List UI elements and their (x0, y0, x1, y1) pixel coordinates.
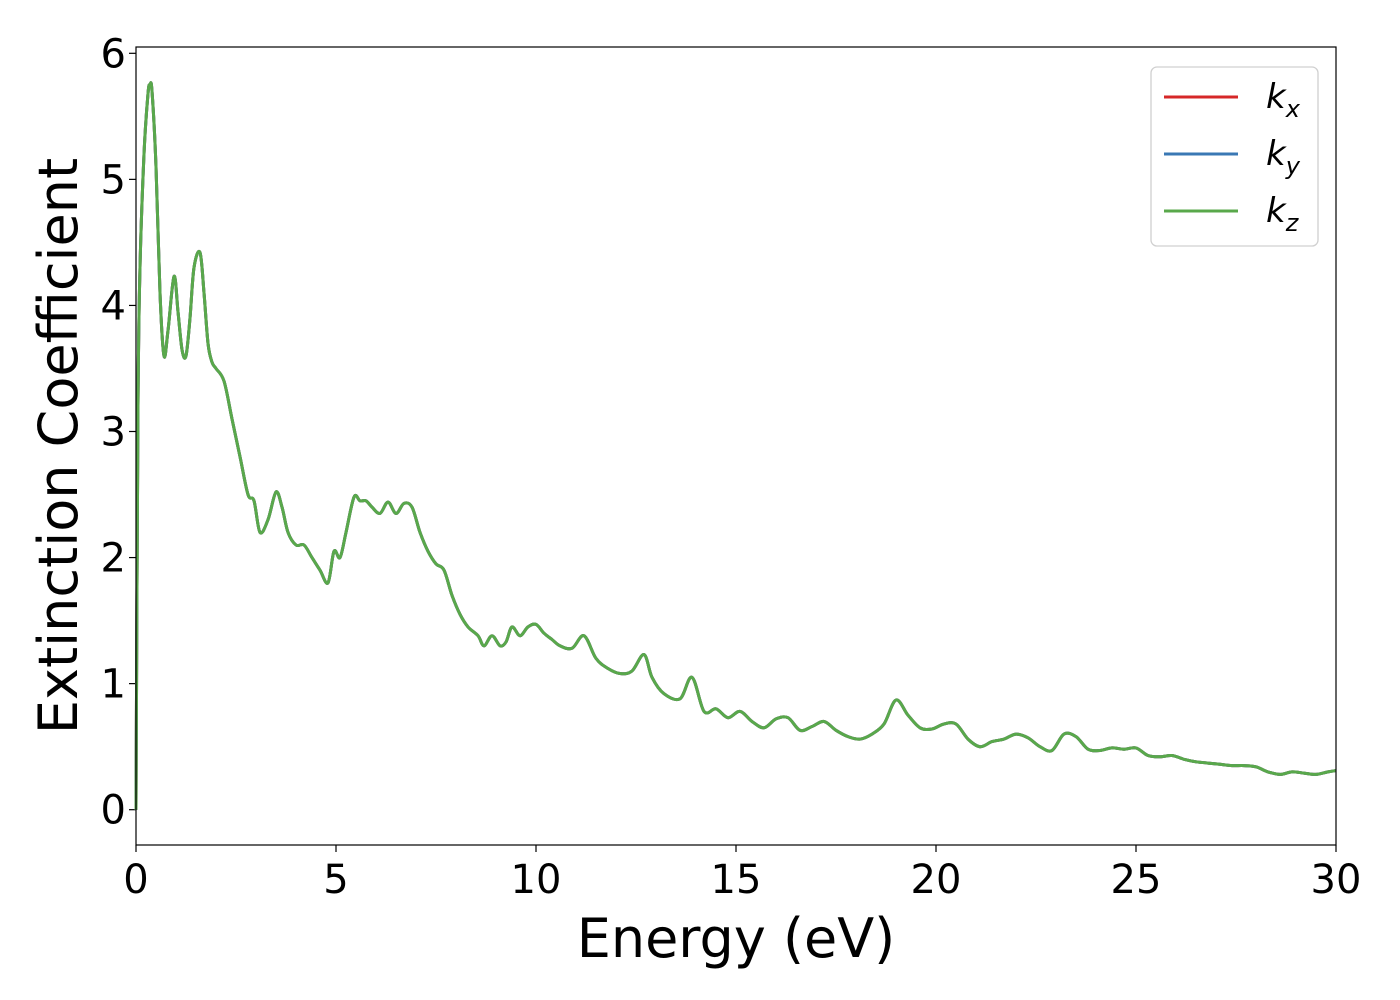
legend-label-subscript: y (1285, 152, 1301, 180)
legend-label-symbol: k (1266, 77, 1287, 117)
legend-label-subscript: z (1285, 209, 1300, 237)
legend-label-symbol: k (1266, 191, 1287, 231)
x-tick-label: 20 (911, 857, 962, 903)
y-axis-label: Extinction Coefficient (27, 158, 90, 734)
series-layer (134, 81, 1337, 810)
legend-label-kx: kx (1266, 77, 1301, 123)
x-axis-label: Energy (eV) (577, 907, 896, 970)
legend-label-ky: ky (1266, 134, 1301, 180)
axis-ticks: 0 5 10 15 20 25 30 0 1 2 3 4 5 6 (101, 31, 1362, 903)
y-tick-label: 5 (101, 157, 126, 203)
x-tick-label: 0 (123, 857, 148, 903)
x-tick-label: 15 (711, 857, 762, 903)
y-tick-label: 2 (101, 536, 126, 582)
y-tick-label: 4 (101, 283, 126, 329)
legend-label-subscript: x (1285, 95, 1301, 123)
plot-frame (135, 46, 1337, 846)
y-tick-label: 0 (101, 788, 126, 834)
y-tick-label: 6 (101, 31, 126, 77)
x-tick-label: 25 (1111, 857, 1162, 903)
x-tick-label: 30 (1311, 857, 1362, 903)
x-tick-label: 10 (511, 857, 562, 903)
series-line-kz (134, 81, 1337, 810)
x-tick-label: 5 (323, 857, 348, 903)
y-tick-label: 3 (101, 410, 126, 456)
legend-label-symbol: k (1266, 134, 1287, 174)
legend-box (1150, 66, 1319, 247)
legend-label-kz: kz (1266, 191, 1300, 237)
y-tick-label: 1 (101, 662, 126, 708)
